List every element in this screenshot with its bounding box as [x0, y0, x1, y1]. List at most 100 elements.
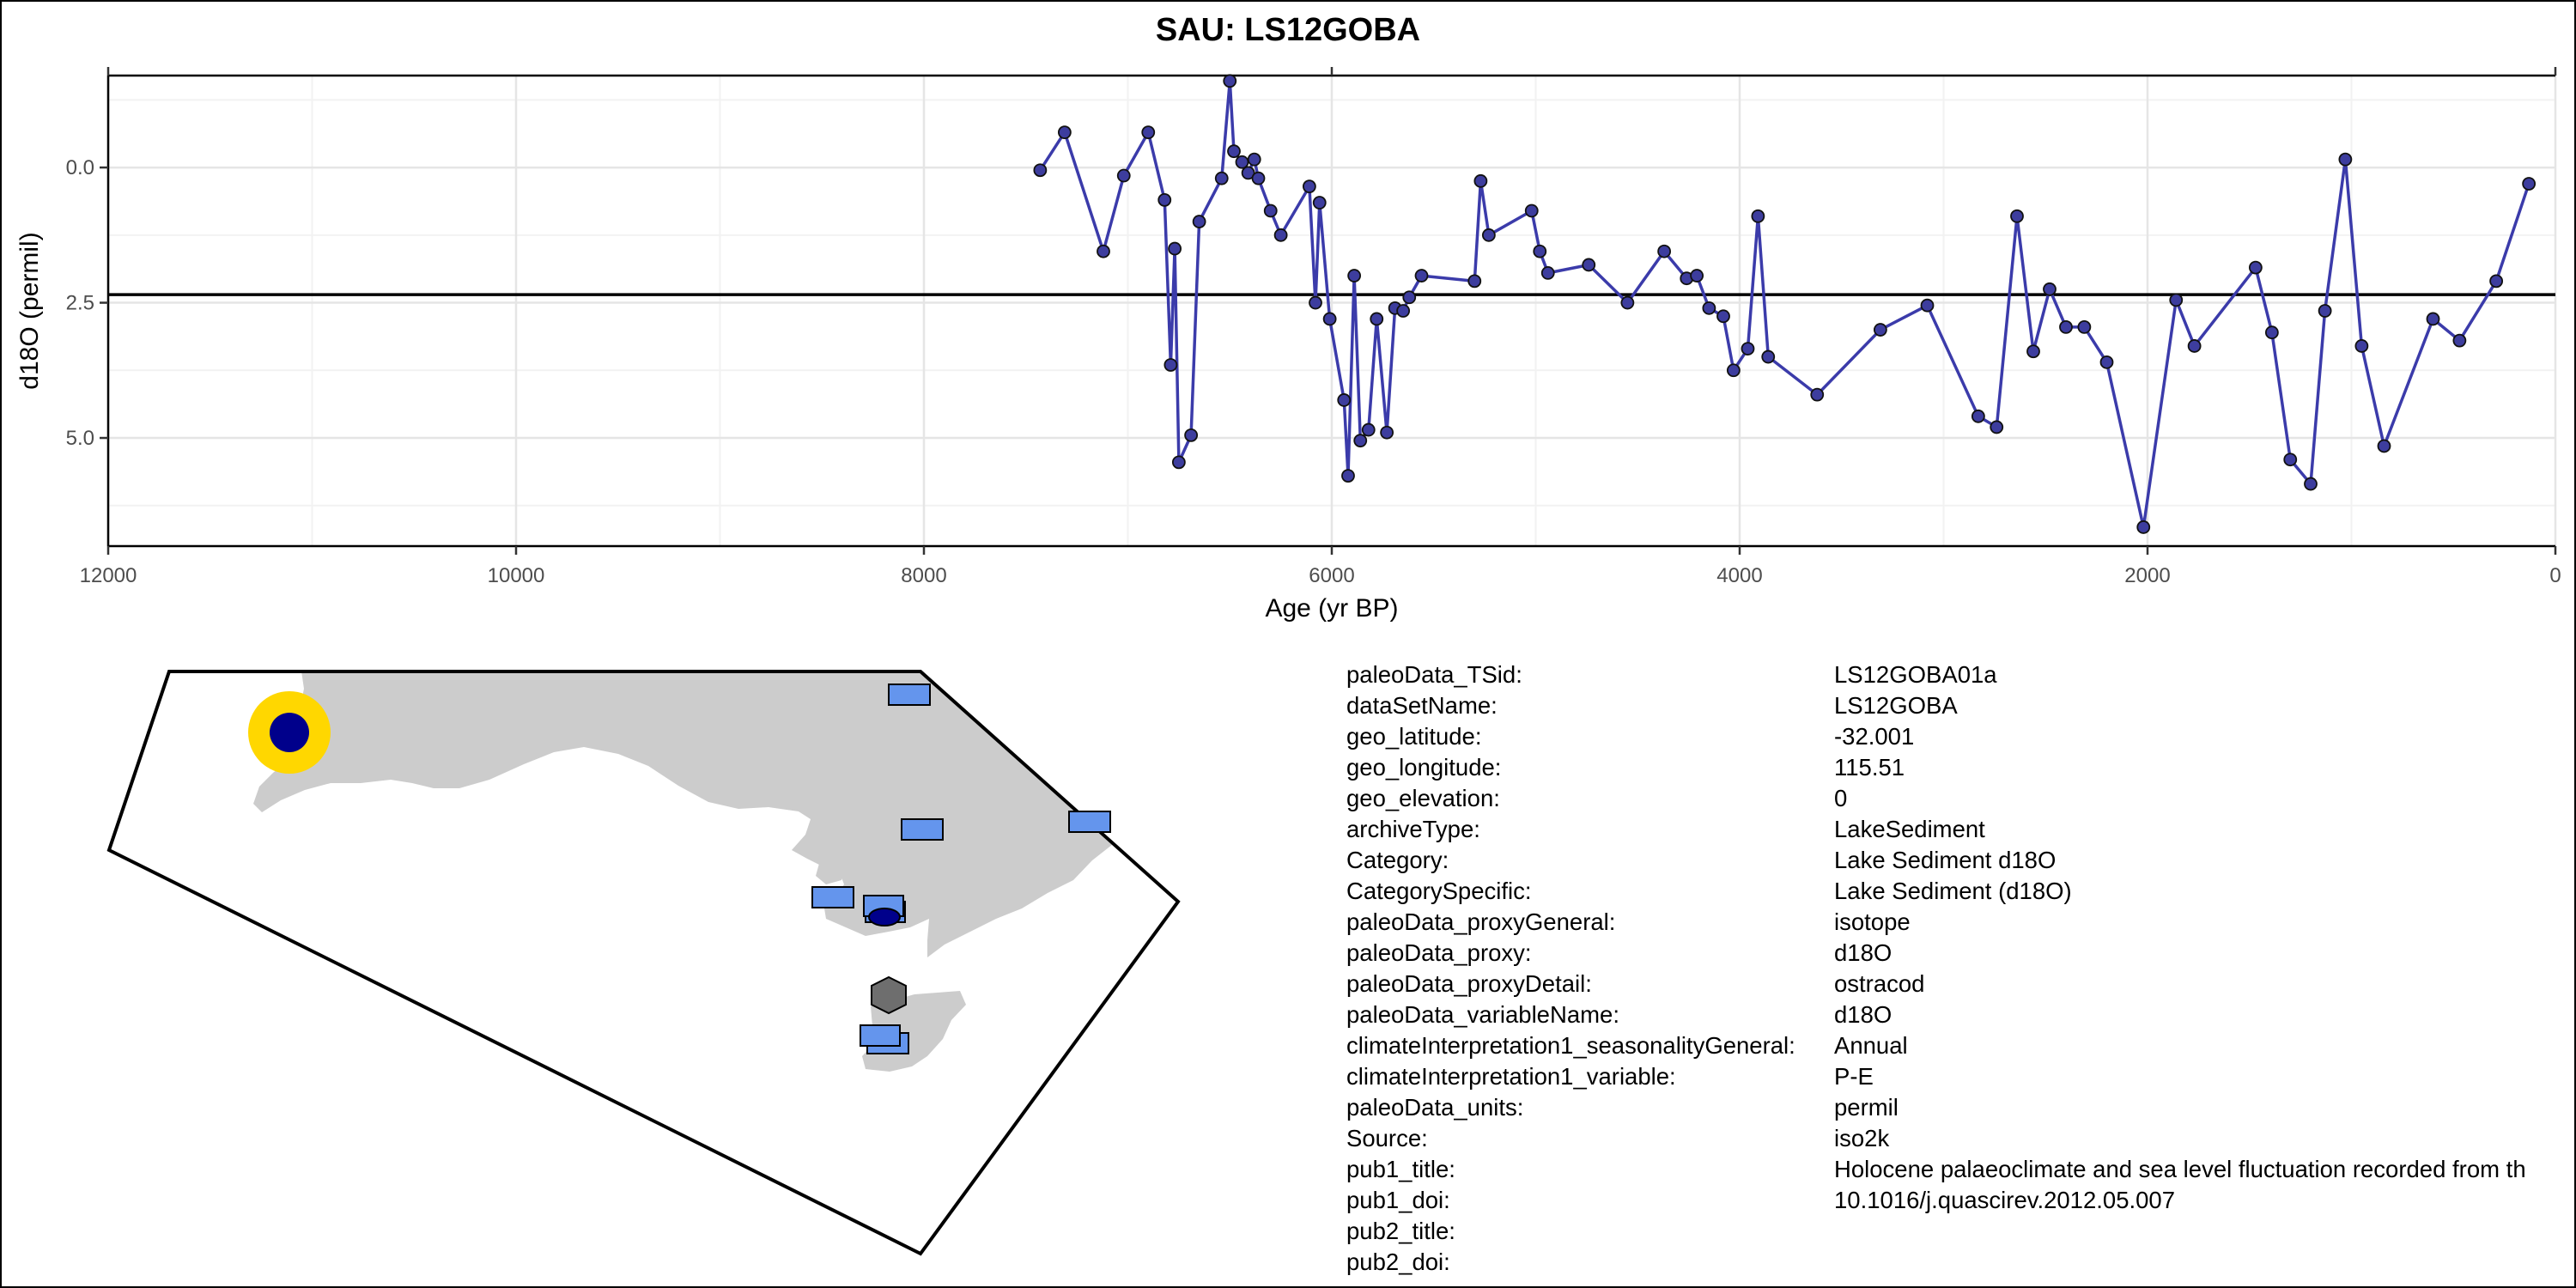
data-point: [2452, 333, 2467, 348]
data-point: [2264, 325, 2279, 340]
record-marker: [1068, 811, 1111, 833]
y-tick-label: 2.5: [66, 292, 94, 315]
data-point: [1302, 179, 1316, 194]
data-point: [1235, 155, 1249, 169]
data-point: [2026, 344, 2040, 359]
data-point: [1726, 363, 1741, 378]
grid-lines: [106, 76, 2557, 546]
metadata-row: paleoData_proxyGeneral: isotope: [1346, 907, 2576, 938]
data-point: [1971, 409, 1985, 423]
series-line: [1038, 79, 2530, 529]
data-point: [1192, 215, 1206, 228]
metadata-value: d18O: [1834, 1001, 1893, 1028]
data-point: [1097, 244, 1110, 258]
data-point: [1214, 171, 1229, 185]
data-point: [1873, 323, 1887, 337]
data-point: [1990, 420, 2004, 434]
metadata-key: climateInterpretation1_variable:: [1346, 1063, 1676, 1090]
other-records: [811, 683, 1111, 1054]
metadata-key: paleoData_units:: [1346, 1094, 1524, 1121]
data-point: [2043, 282, 2057, 296]
metadata-value: Lake Sediment (d18O): [1834, 878, 2072, 904]
data-point: [2426, 312, 2440, 326]
x-tick-label: 0: [2549, 564, 2561, 587]
data-point: [1157, 192, 1172, 207]
data-point: [2010, 209, 2024, 223]
metadata-key: paleoData_TSid:: [1346, 661, 1522, 688]
metadata-value: LakeSediment: [1834, 816, 1985, 842]
metadata-value: isotope: [1834, 908, 1911, 935]
land-mass: [253, 671, 1178, 1072]
data-point: [1657, 244, 1672, 258]
data-point: [1309, 295, 1322, 310]
metadata-key: geo_latitude:: [1346, 723, 1482, 750]
metadata-key: dataSetName:: [1346, 692, 1498, 719]
data-point: [1414, 269, 1429, 283]
metadata-row: climateInterpretation1_variable: P-E: [1346, 1061, 2576, 1092]
data-point: [1353, 434, 1368, 448]
peninsula-shape: [816, 854, 846, 884]
metadata-value: 115.51: [1834, 754, 1905, 781]
metadata-key: CategorySpecific:: [1346, 878, 1532, 904]
metadata-row: geo_longitude: 115.51: [1346, 752, 2576, 783]
data-point: [1540, 266, 1555, 280]
record-marker: [888, 683, 931, 706]
data-point: [2187, 339, 2202, 353]
metadata-row: pub1_title: Holocene palaeoclimate and se…: [1346, 1154, 2576, 1185]
data-point: [1263, 204, 1278, 218]
data-point: [1716, 309, 1730, 324]
data-point: [1116, 168, 1131, 183]
metadata-value: ostracod: [1834, 970, 1925, 997]
metadata-key: paleoData_variableName:: [1346, 1001, 1619, 1028]
metadata-key: paleoData_proxy:: [1346, 939, 1532, 966]
data-point: [1361, 422, 1376, 437]
data-point: [1481, 228, 1496, 242]
data-point: [1741, 342, 1755, 355]
metadata-key: paleoData_proxyGeneral:: [1346, 908, 1616, 935]
data-point: [2489, 274, 2504, 289]
data-point: [1402, 290, 1417, 305]
metadata-row: Category: Lake Sediment d18O: [1346, 845, 2576, 876]
x-tick-label: 8000: [901, 564, 946, 587]
data-point: [2059, 319, 2073, 334]
data-point: [1582, 258, 1596, 272]
series-points: [1033, 74, 2537, 534]
data-point: [1473, 173, 1488, 188]
metadata-value: -32.001: [1834, 723, 1915, 750]
metadata-key: pub2_title:: [1346, 1218, 1455, 1244]
data-point: [1163, 358, 1178, 372]
metadata-value: 10.1016/j.quascirev.2012.05.007: [1834, 1187, 2176, 1213]
metadata-table: paleoData_TSid: LS12GOBA01a dataSetName: LS…: [1346, 659, 2576, 1278]
chart-title: SAU: LS12GOBA: [1155, 12, 1421, 48]
metadata-value: P-E: [1834, 1063, 1874, 1090]
series-line: [1038, 79, 2530, 529]
metadata-key: geo_elevation:: [1346, 785, 1500, 811]
data-point: [1702, 301, 1716, 315]
x-tick-label: 6000: [1309, 564, 1354, 587]
metadata-value: d18O: [1834, 939, 1893, 966]
data-point: [1761, 349, 1776, 364]
metadata-row: paleoData_variableName: d18O: [1346, 999, 2576, 1030]
metadata-key: pub1_title:: [1346, 1156, 1455, 1182]
data-point: [1347, 269, 1362, 283]
metadata-value: Annual: [1834, 1032, 1908, 1059]
x-axis-label: Age (yr BP): [1265, 594, 1398, 623]
metadata-row: pub2_doi:: [1346, 1247, 2576, 1278]
data-point: [1223, 74, 1237, 88]
record-marker-hexagon: [871, 975, 907, 1015]
metadata-value: iso2k: [1834, 1125, 1890, 1151]
axis-labels: 12000 10000 8000 6000 4000 2000 0 0.0 2.5 5.0 Age …: [15, 156, 2561, 623]
data-point: [1341, 469, 1355, 483]
data-point: [1322, 312, 1337, 326]
data-point: [1141, 125, 1156, 140]
data-point: [2304, 477, 2318, 491]
x-tick-label: 4000: [1716, 564, 1762, 587]
data-point: [1467, 274, 1482, 289]
metadata-value: LS12GOBA01a: [1834, 661, 1997, 688]
metadata-row: paleoData_proxy: d18O: [1346, 938, 2576, 969]
record-marker: [811, 886, 854, 908]
data-point: [1168, 241, 1182, 256]
record-marker: [901, 818, 944, 841]
data-point: [1273, 228, 1288, 242]
